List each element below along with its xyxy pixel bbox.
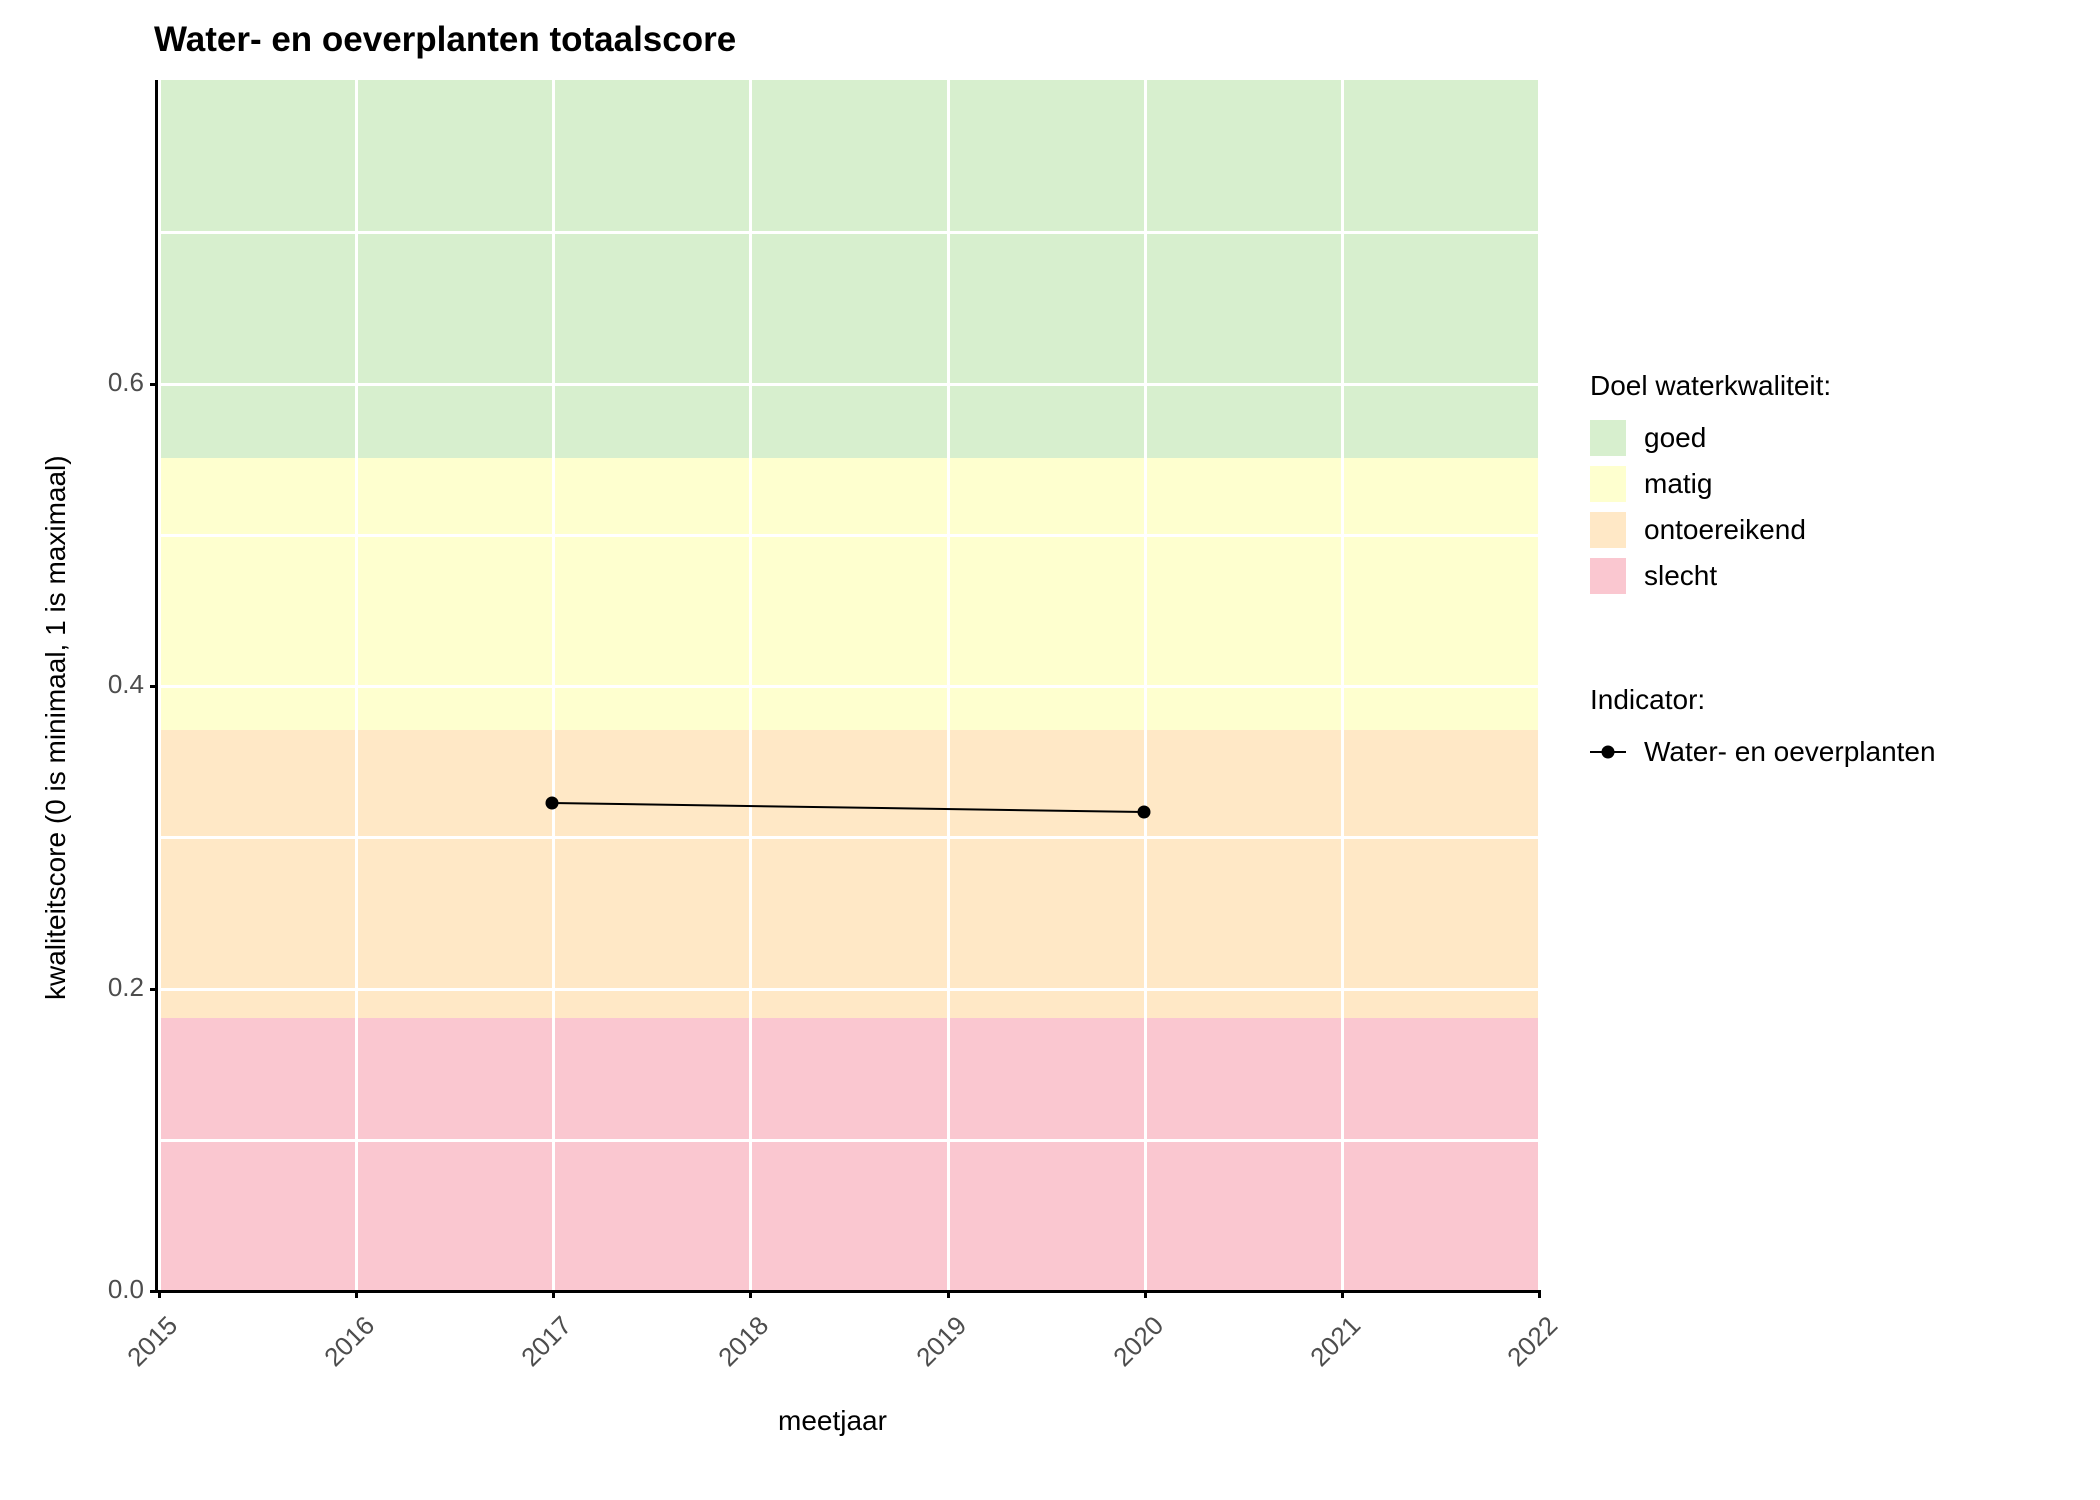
x-tick-label: 2017 <box>493 1310 579 1396</box>
x-tick-mark <box>355 1290 358 1298</box>
y-tick-label: 0.0 <box>74 1274 144 1305</box>
legend-item-goed: goed <box>1590 420 1936 456</box>
gridline-horizontal <box>158 988 1538 991</box>
x-tick-mark <box>1144 1290 1147 1298</box>
x-tick-mark <box>158 1290 161 1298</box>
gridline-horizontal <box>158 383 1538 386</box>
gridline-vertical <box>1341 80 1344 1290</box>
legend-item-series: Water- en oeverplanten <box>1590 734 1936 770</box>
gridline-horizontal <box>158 836 1538 839</box>
x-tick-mark <box>947 1290 950 1298</box>
gridline-vertical <box>158 80 161 1290</box>
x-tick-mark <box>552 1290 555 1298</box>
gridline-horizontal <box>158 534 1538 537</box>
y-tick-mark <box>150 1290 158 1293</box>
gridline-vertical <box>1538 80 1541 1290</box>
gridline-horizontal <box>158 685 1538 688</box>
y-tick-mark <box>150 988 158 991</box>
legend-label: ontoereikend <box>1644 514 1806 546</box>
legend: Doel waterkwaliteit: goed matig ontoereiken… <box>1590 370 1936 780</box>
legend-item-ontoereikend: ontoereikend <box>1590 512 1936 548</box>
x-axis-line <box>158 1290 1538 1293</box>
x-tick-label: 2015 <box>98 1310 184 1396</box>
gridline-vertical <box>552 80 555 1290</box>
x-tick-mark <box>749 1290 752 1298</box>
x-tick-mark <box>1538 1290 1541 1298</box>
gridline-horizontal <box>158 231 1538 234</box>
quality-band-goed <box>158 80 1538 458</box>
gridline-vertical <box>355 80 358 1290</box>
legend-series-title: Indicator: <box>1590 684 1936 716</box>
x-tick-label: 2016 <box>296 1310 382 1396</box>
x-tick-label: 2018 <box>690 1310 776 1396</box>
series-point <box>546 796 559 809</box>
legend-series-label: Water- en oeverplanten <box>1644 736 1936 768</box>
x-tick-label: 2022 <box>1478 1310 1564 1396</box>
legend-swatch <box>1590 466 1626 502</box>
legend-swatch <box>1590 420 1626 456</box>
legend-label: matig <box>1644 468 1712 500</box>
gridline-vertical <box>947 80 950 1290</box>
legend-item-matig: matig <box>1590 466 1936 502</box>
x-axis-label: meetjaar <box>778 1405 887 1437</box>
figure: { "canvas": { "width": 2100, "height": 1… <box>0 0 2100 1500</box>
series-point <box>1137 806 1150 819</box>
legend-series-sample <box>1590 734 1626 770</box>
quality-band-slecht <box>158 1018 1538 1290</box>
gridline-vertical <box>1144 80 1147 1290</box>
gridline-horizontal <box>158 1139 1538 1142</box>
plot-area <box>158 80 1538 1290</box>
chart-title: Water- en oeverplanten totaalscore <box>154 20 736 60</box>
x-tick-label: 2019 <box>887 1310 973 1396</box>
y-tick-mark <box>150 383 158 386</box>
x-tick-mark <box>1341 1290 1344 1298</box>
gridline-vertical <box>749 80 752 1290</box>
legend-label: goed <box>1644 422 1706 454</box>
legend-item-slecht: slecht <box>1590 558 1936 594</box>
quality-band-ontoereikend <box>158 730 1538 1017</box>
y-tick-label: 0.2 <box>74 972 144 1003</box>
legend-swatch <box>1590 558 1626 594</box>
quality-band-matig <box>158 458 1538 730</box>
x-tick-label: 2021 <box>1281 1310 1367 1396</box>
y-tick-label: 0.6 <box>74 367 144 398</box>
legend-band-title: Doel waterkwaliteit: <box>1590 370 1936 402</box>
legend-label: slecht <box>1644 560 1717 592</box>
y-tick-mark <box>150 685 158 688</box>
legend-swatch <box>1590 512 1626 548</box>
x-tick-label: 2020 <box>1084 1310 1170 1396</box>
y-axis-label: kwaliteitscore (0 is minimaal, 1 is maxi… <box>40 455 72 1000</box>
y-tick-label: 0.4 <box>74 669 144 700</box>
